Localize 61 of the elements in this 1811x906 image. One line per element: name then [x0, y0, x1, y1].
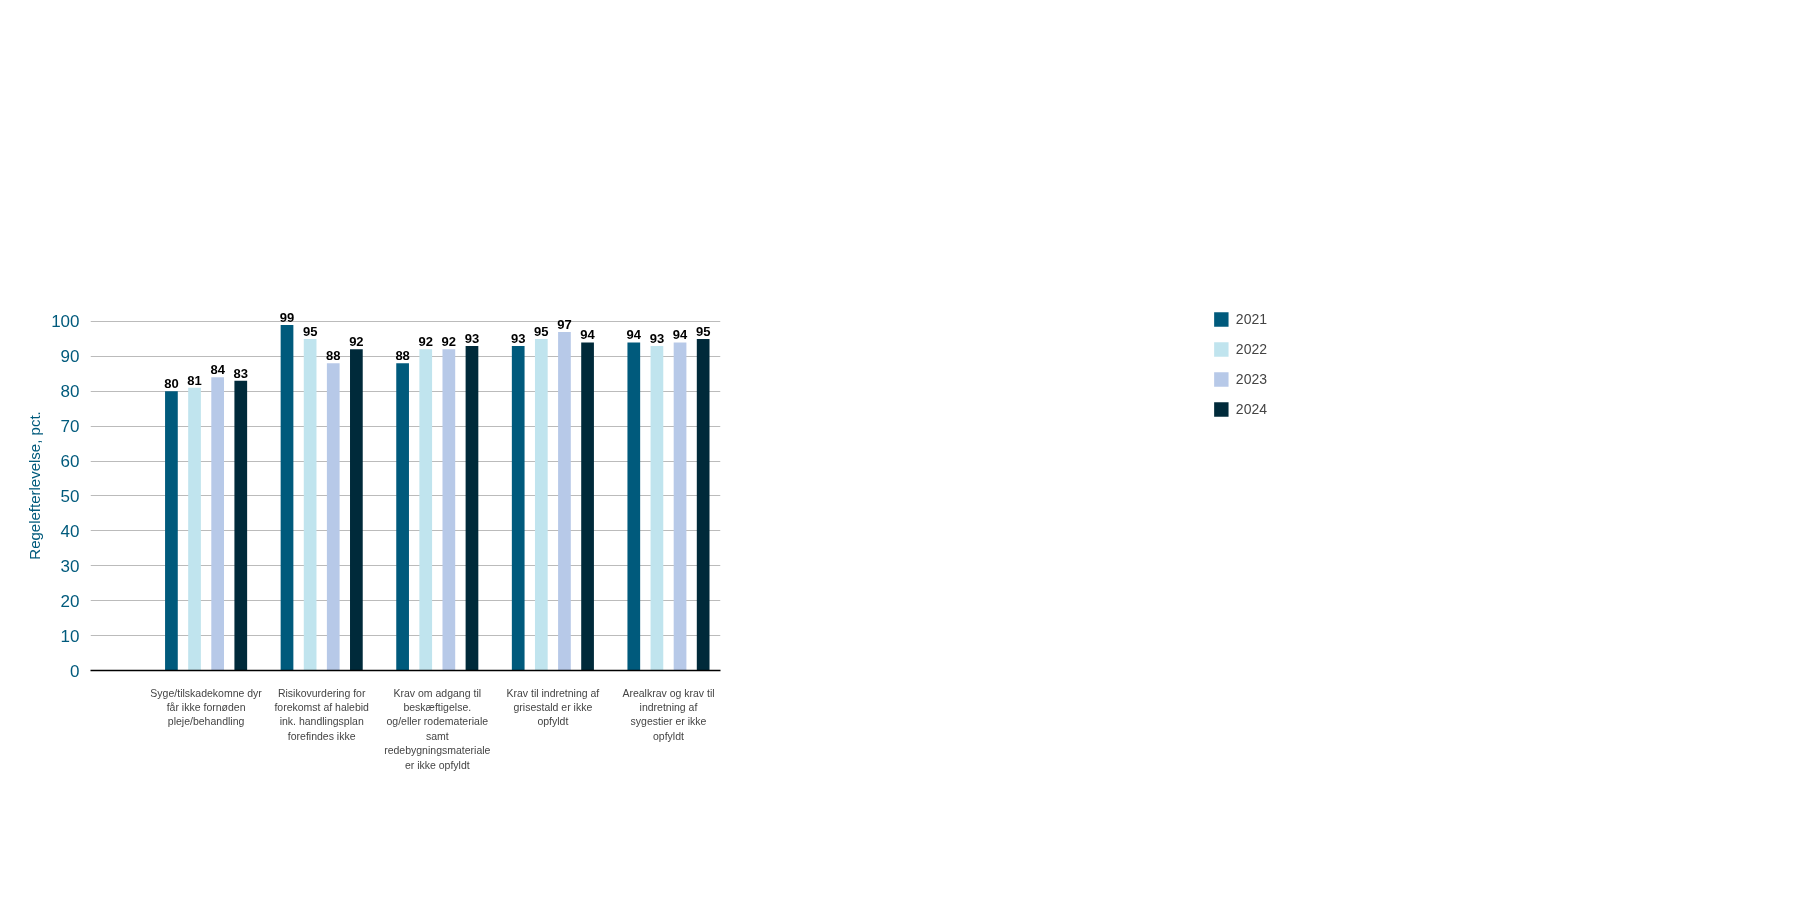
- data-label: 81: [187, 372, 202, 388]
- bar: [465, 345, 479, 671]
- bar: [326, 363, 340, 671]
- data-label: 83: [233, 365, 249, 381]
- bar: [350, 349, 363, 671]
- x-tick-label: Krav til indretning af grisestald er ikke opfyldt: [506, 686, 600, 728]
- y-tick-label: 80: [60, 382, 80, 402]
- bar: [581, 342, 594, 671]
- data-label: 88: [395, 348, 410, 364]
- bar: [396, 363, 409, 671]
- y-tick-label: 10: [60, 626, 80, 646]
- y-tick-label: 70: [60, 417, 80, 437]
- data-label: 80: [164, 376, 179, 392]
- data-label: 94: [580, 327, 596, 343]
- bar: [534, 338, 548, 671]
- data-label: 95: [534, 323, 549, 339]
- bar: [234, 380, 248, 671]
- data-label: 88: [326, 348, 341, 364]
- bar: [419, 349, 433, 671]
- data-label: 92: [441, 334, 457, 350]
- y-tick-label: 90: [60, 347, 80, 367]
- bar: [558, 331, 571, 671]
- bar: [442, 349, 456, 671]
- y-tick-label: 20: [60, 591, 80, 611]
- y-tick-label: 40: [60, 521, 80, 541]
- bar: [280, 324, 294, 671]
- bar: [673, 342, 687, 671]
- bar: [650, 345, 664, 671]
- x-tick-label: Krav om adgang til beskæftigelse. og/eller rodemateriale samt redebygningsmateriale er ikke opfyldt: [384, 686, 491, 771]
- x-tick-label: Syge/tilskadekomne dyr får ikke fornøden pleje/behandling: [150, 686, 263, 728]
- legend-label: 2021: [1235, 311, 1267, 327]
- data-label: 95: [302, 323, 318, 339]
- legend-label: 2024: [1235, 401, 1267, 417]
- data-label: 99: [279, 309, 295, 325]
- bar: [511, 345, 525, 671]
- data-label: 92: [418, 334, 433, 350]
- x-tick-label: Risikovurdering for forekomst af halebid ink. handlingsplan forefindes ikke: [274, 686, 370, 742]
- y-tick-label: 60: [60, 452, 80, 472]
- bar: [696, 338, 710, 671]
- data-label: 93: [649, 330, 665, 346]
- bar: [211, 377, 225, 671]
- data-label: 93: [464, 330, 480, 346]
- legend-label: 2022: [1235, 341, 1267, 357]
- bar: [188, 387, 201, 671]
- bar: [627, 342, 641, 671]
- data-label: 94: [672, 327, 689, 343]
- data-label: 84: [210, 362, 226, 378]
- bar: [303, 338, 317, 671]
- data-label: 94: [626, 327, 642, 343]
- data-label: 95: [695, 323, 711, 339]
- x-tick-label: Arealkrav og krav til indretning af sygestier er ikke opfyldt: [622, 686, 715, 742]
- legend-label: 2023: [1235, 371, 1267, 387]
- y-tick-label: 30: [60, 556, 80, 576]
- data-label: 97: [557, 316, 572, 332]
- data-label: 93: [510, 330, 526, 346]
- bar: [165, 391, 178, 671]
- y-tick-label: 0: [70, 661, 80, 681]
- data-label: 92: [349, 334, 364, 350]
- y-axis-title: Regelefterlevelse, pct.: [26, 411, 44, 560]
- y-tick-label: 50: [60, 486, 80, 506]
- y-tick-label: 100: [51, 312, 80, 332]
